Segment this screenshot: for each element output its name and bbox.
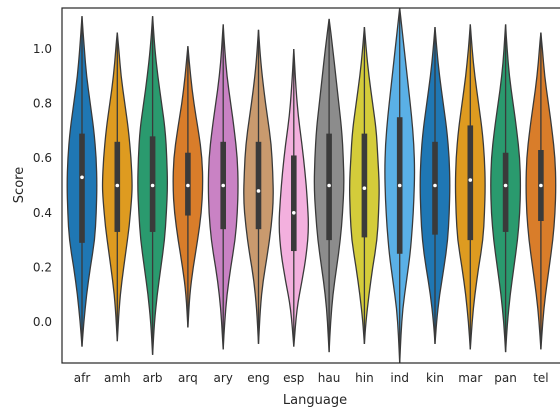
violin-iqr-esp <box>291 155 297 252</box>
violin-median-mar <box>468 178 473 182</box>
violin-median-amh <box>115 183 120 188</box>
violin-median-ary <box>221 183 225 188</box>
violin-ind <box>384 8 416 363</box>
violin-median-kin <box>433 183 437 188</box>
y-tick-label: 0.2 <box>33 260 52 274</box>
x-tick-label: tel <box>533 371 548 385</box>
y-tick-label: 0.6 <box>33 151 52 165</box>
x-tick-label: arb <box>143 371 163 385</box>
violin-iqr-kin <box>432 141 438 235</box>
violin-median-eng <box>256 189 261 193</box>
x-axis-ticks: afr amh arb arq ary eng esp hau hin ind kin mar pan t… <box>74 371 549 385</box>
violin-median-tel <box>539 183 543 188</box>
x-axis-label: Language <box>283 393 347 407</box>
x-tick-label: kin <box>426 371 444 385</box>
violin-iqr-mar <box>467 125 474 241</box>
violin-iqr-hin <box>361 133 368 238</box>
violin-median-arb <box>150 183 155 188</box>
x-tick-label: esp <box>283 371 304 385</box>
x-tick-label: afr <box>74 371 91 385</box>
violin-median-hau <box>327 183 331 188</box>
violin-pan <box>490 24 522 353</box>
y-axis-label: Score <box>12 167 27 203</box>
violin-afr <box>66 16 98 347</box>
plot-frame <box>61 7 560 364</box>
x-tick-label: hau <box>318 371 341 385</box>
y-tick-label: 0.8 <box>33 97 52 111</box>
x-tick-label: pan <box>494 371 517 385</box>
violin-kin <box>419 27 451 344</box>
violin-median-ind <box>397 183 402 188</box>
violin-median-arq <box>186 183 190 188</box>
violin-hin <box>349 27 380 344</box>
x-tick-label: mar <box>458 371 482 385</box>
y-axis-ticks: 0.0 0.2 0.4 0.6 0.8 1.0 <box>33 42 52 329</box>
plot-border <box>61 7 560 364</box>
y-tick-label: 1.0 <box>33 42 52 56</box>
violin-hau <box>313 18 345 353</box>
violin-tel <box>525 32 557 350</box>
violin-eng <box>243 29 274 344</box>
y-tick-label: 0.4 <box>33 206 52 220</box>
x-tick-label: amh <box>104 371 131 385</box>
violin-iqr-afr <box>79 133 85 243</box>
violin-median-afr <box>80 175 84 180</box>
violin-arb <box>137 16 169 355</box>
violins-layer <box>66 8 557 363</box>
x-tick-label: ary <box>214 371 233 385</box>
x-tick-label: arq <box>178 371 198 385</box>
violin-median-hin <box>362 186 367 191</box>
violin-arq <box>172 46 204 328</box>
violin-ary <box>207 24 239 350</box>
violin-mar <box>454 24 486 350</box>
violin-median-esp <box>292 211 296 215</box>
violin-esp <box>278 48 309 347</box>
x-tick-label: eng <box>247 371 270 385</box>
x-tick-label: hin <box>355 371 374 385</box>
y-tick-label: 0.0 <box>33 315 52 329</box>
violin-iqr-pan <box>502 152 509 232</box>
x-tick-label: ind <box>390 371 409 385</box>
violin-median-pan <box>503 183 508 188</box>
violin-iqr-eng <box>255 141 262 230</box>
violin-amh <box>101 32 133 342</box>
